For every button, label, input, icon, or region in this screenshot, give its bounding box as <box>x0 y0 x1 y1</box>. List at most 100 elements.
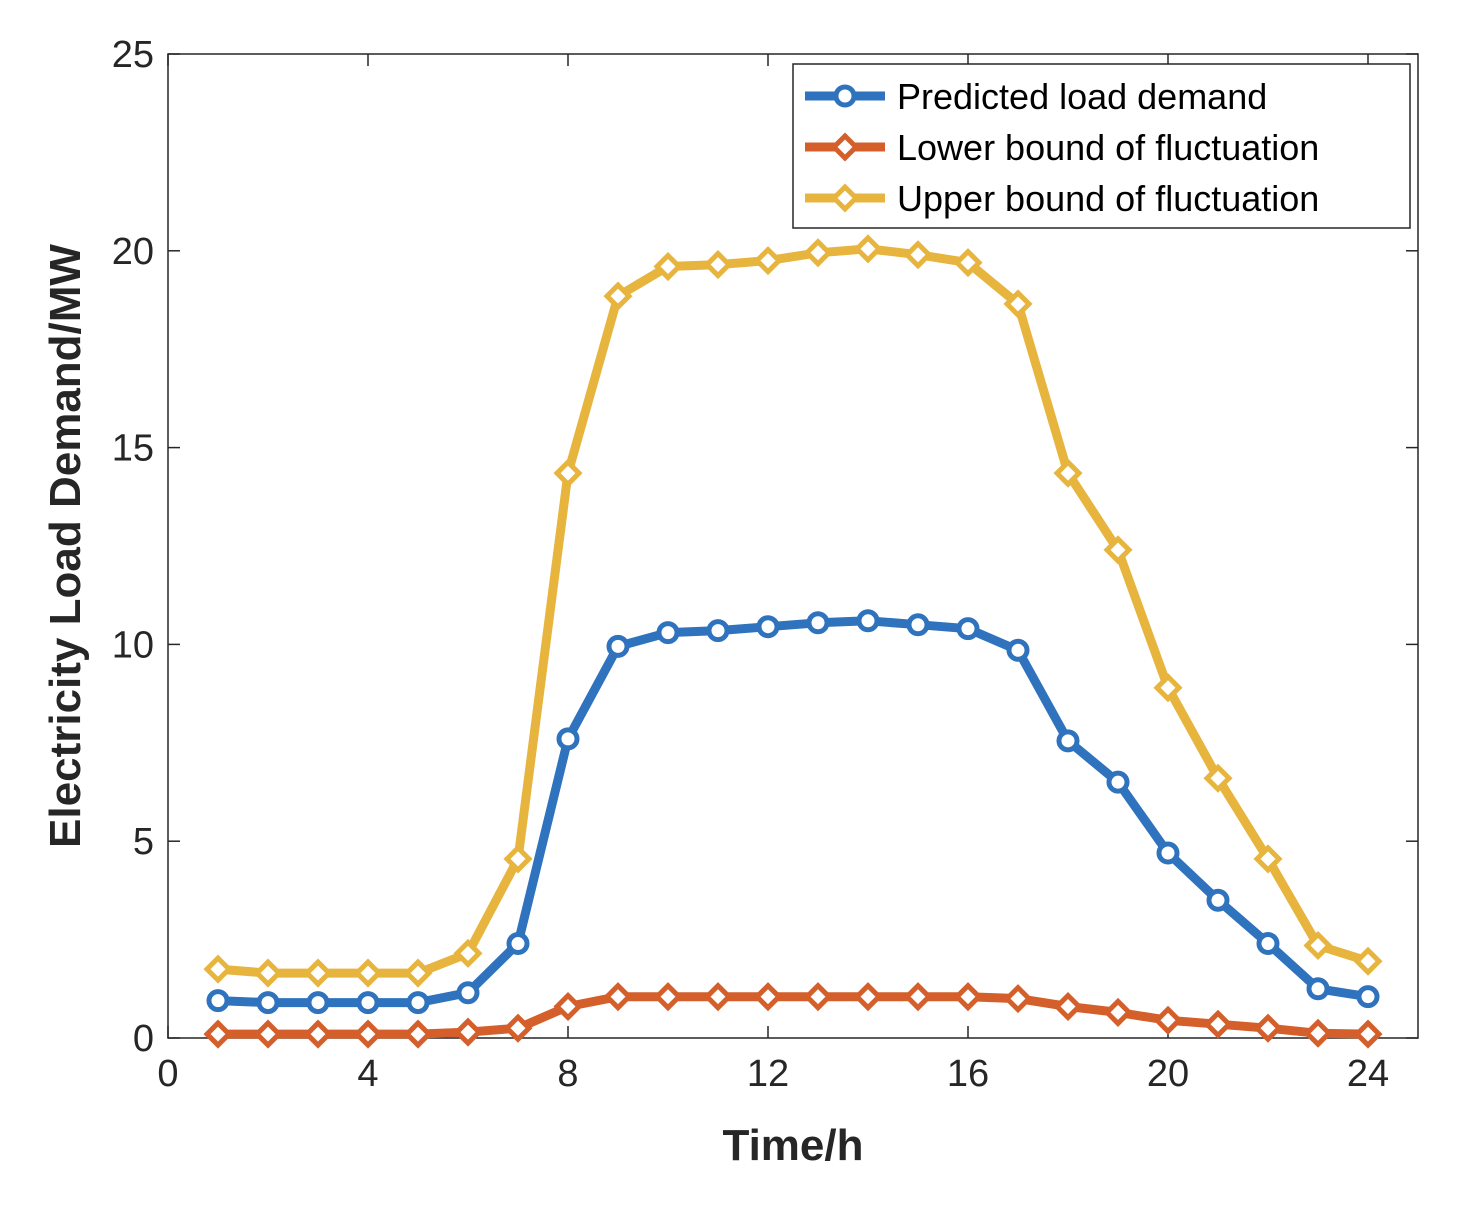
data-point <box>556 727 580 751</box>
data-point <box>1106 770 1130 794</box>
y-tick-label: 15 <box>112 428 154 470</box>
x-tick-label: 24 <box>1347 1053 1389 1095</box>
series <box>206 609 1380 1015</box>
data-point <box>1006 638 1030 662</box>
data-point <box>903 240 933 270</box>
data-point <box>1203 1009 1233 1039</box>
data-point <box>353 1019 383 1049</box>
data-point <box>1353 1019 1383 1049</box>
series <box>203 234 1383 988</box>
data-point <box>303 958 333 988</box>
data-point <box>1103 997 1133 1027</box>
data-point <box>906 613 930 637</box>
data-point <box>453 938 483 968</box>
data-point <box>706 619 730 643</box>
data-point <box>253 958 283 988</box>
data-point <box>753 982 783 1012</box>
data-point <box>256 991 280 1015</box>
data-point <box>1353 946 1383 976</box>
data-point <box>503 1013 533 1043</box>
series <box>203 982 1383 1049</box>
data-point <box>1153 1005 1183 1035</box>
data-point <box>956 617 980 641</box>
data-point <box>1306 977 1330 1001</box>
data-point <box>453 1017 483 1047</box>
data-point <box>656 621 680 645</box>
x-tick-label: 8 <box>557 1053 578 1095</box>
x-axis-title: Time/h <box>722 1121 863 1170</box>
data-point <box>1153 673 1183 703</box>
data-point <box>953 248 983 278</box>
data-point <box>1003 289 1033 319</box>
x-tick-label: 4 <box>357 1053 378 1095</box>
data-point <box>356 991 380 1015</box>
legend-item: Predicted load demand <box>805 76 1267 117</box>
legend-item: Upper bound of fluctuation <box>805 178 1319 219</box>
data-point <box>653 982 683 1012</box>
data-point <box>1053 458 1083 488</box>
x-tick-label: 16 <box>947 1053 989 1095</box>
data-point <box>806 611 830 635</box>
data-point <box>1206 888 1230 912</box>
axes-box <box>167 53 1419 1039</box>
legend-label: Upper bound of fluctuation <box>897 178 1319 219</box>
data-point <box>406 991 430 1015</box>
x-tick-label: 20 <box>1147 1053 1189 1095</box>
data-point <box>353 958 383 988</box>
data-point <box>253 1019 283 1049</box>
data-point <box>203 1019 233 1049</box>
data-point <box>903 982 933 1012</box>
axes: 0 4 8 12 16 20 24 0 5 10 15 20 25 <box>112 34 1419 1095</box>
data-point <box>703 982 733 1012</box>
data-point <box>853 982 883 1012</box>
legend-marker <box>833 84 857 108</box>
data-point <box>303 1019 333 1049</box>
data-point <box>206 989 230 1013</box>
legend-marker <box>830 183 860 213</box>
data-point <box>603 281 633 311</box>
legend-item: Lower bound of fluctuation <box>805 127 1319 168</box>
data-point <box>753 246 783 276</box>
x-tick-label: 12 <box>747 1053 789 1095</box>
legend-label: Lower bound of fluctuation <box>897 127 1319 168</box>
data-point <box>703 250 733 280</box>
data-point <box>603 982 633 1012</box>
data-point <box>606 634 630 658</box>
data-point <box>1256 932 1280 956</box>
y-tick-label: 20 <box>112 231 154 273</box>
data-point <box>1056 729 1080 753</box>
data-point <box>803 982 833 1012</box>
data-point <box>653 252 683 282</box>
data-point <box>803 238 833 268</box>
data-point <box>1356 985 1380 1009</box>
data-point <box>1253 844 1283 874</box>
data-point <box>1156 841 1180 865</box>
data-point <box>553 991 583 1022</box>
y-axis-title: Electricity Load Demand/MW <box>41 244 90 848</box>
series-layer <box>203 234 1383 1049</box>
data-point <box>756 615 780 639</box>
y-tick-label: 10 <box>112 624 154 666</box>
data-point <box>403 958 433 988</box>
legend: Predicted load demand Lower bound of fluc… <box>792 63 1411 229</box>
data-point <box>1303 930 1333 961</box>
data-point <box>1053 991 1083 1022</box>
data-point <box>1303 1018 1333 1048</box>
data-point <box>403 1019 433 1049</box>
data-point <box>953 982 983 1012</box>
legend-box <box>792 63 1411 229</box>
data-point <box>853 234 883 264</box>
y-tick-label: 0 <box>133 1018 154 1060</box>
y-tick-label: 5 <box>133 821 154 863</box>
data-point <box>856 609 880 633</box>
data-point <box>1003 984 1033 1014</box>
data-point <box>306 991 330 1015</box>
y-tick-label: 25 <box>112 34 154 76</box>
data-point <box>503 844 533 874</box>
data-point <box>203 954 233 984</box>
data-point <box>1253 1013 1283 1043</box>
data-point <box>456 981 480 1005</box>
data-point <box>1203 763 1233 793</box>
data-point <box>1103 535 1133 565</box>
x-tick-label: 0 <box>157 1053 178 1095</box>
